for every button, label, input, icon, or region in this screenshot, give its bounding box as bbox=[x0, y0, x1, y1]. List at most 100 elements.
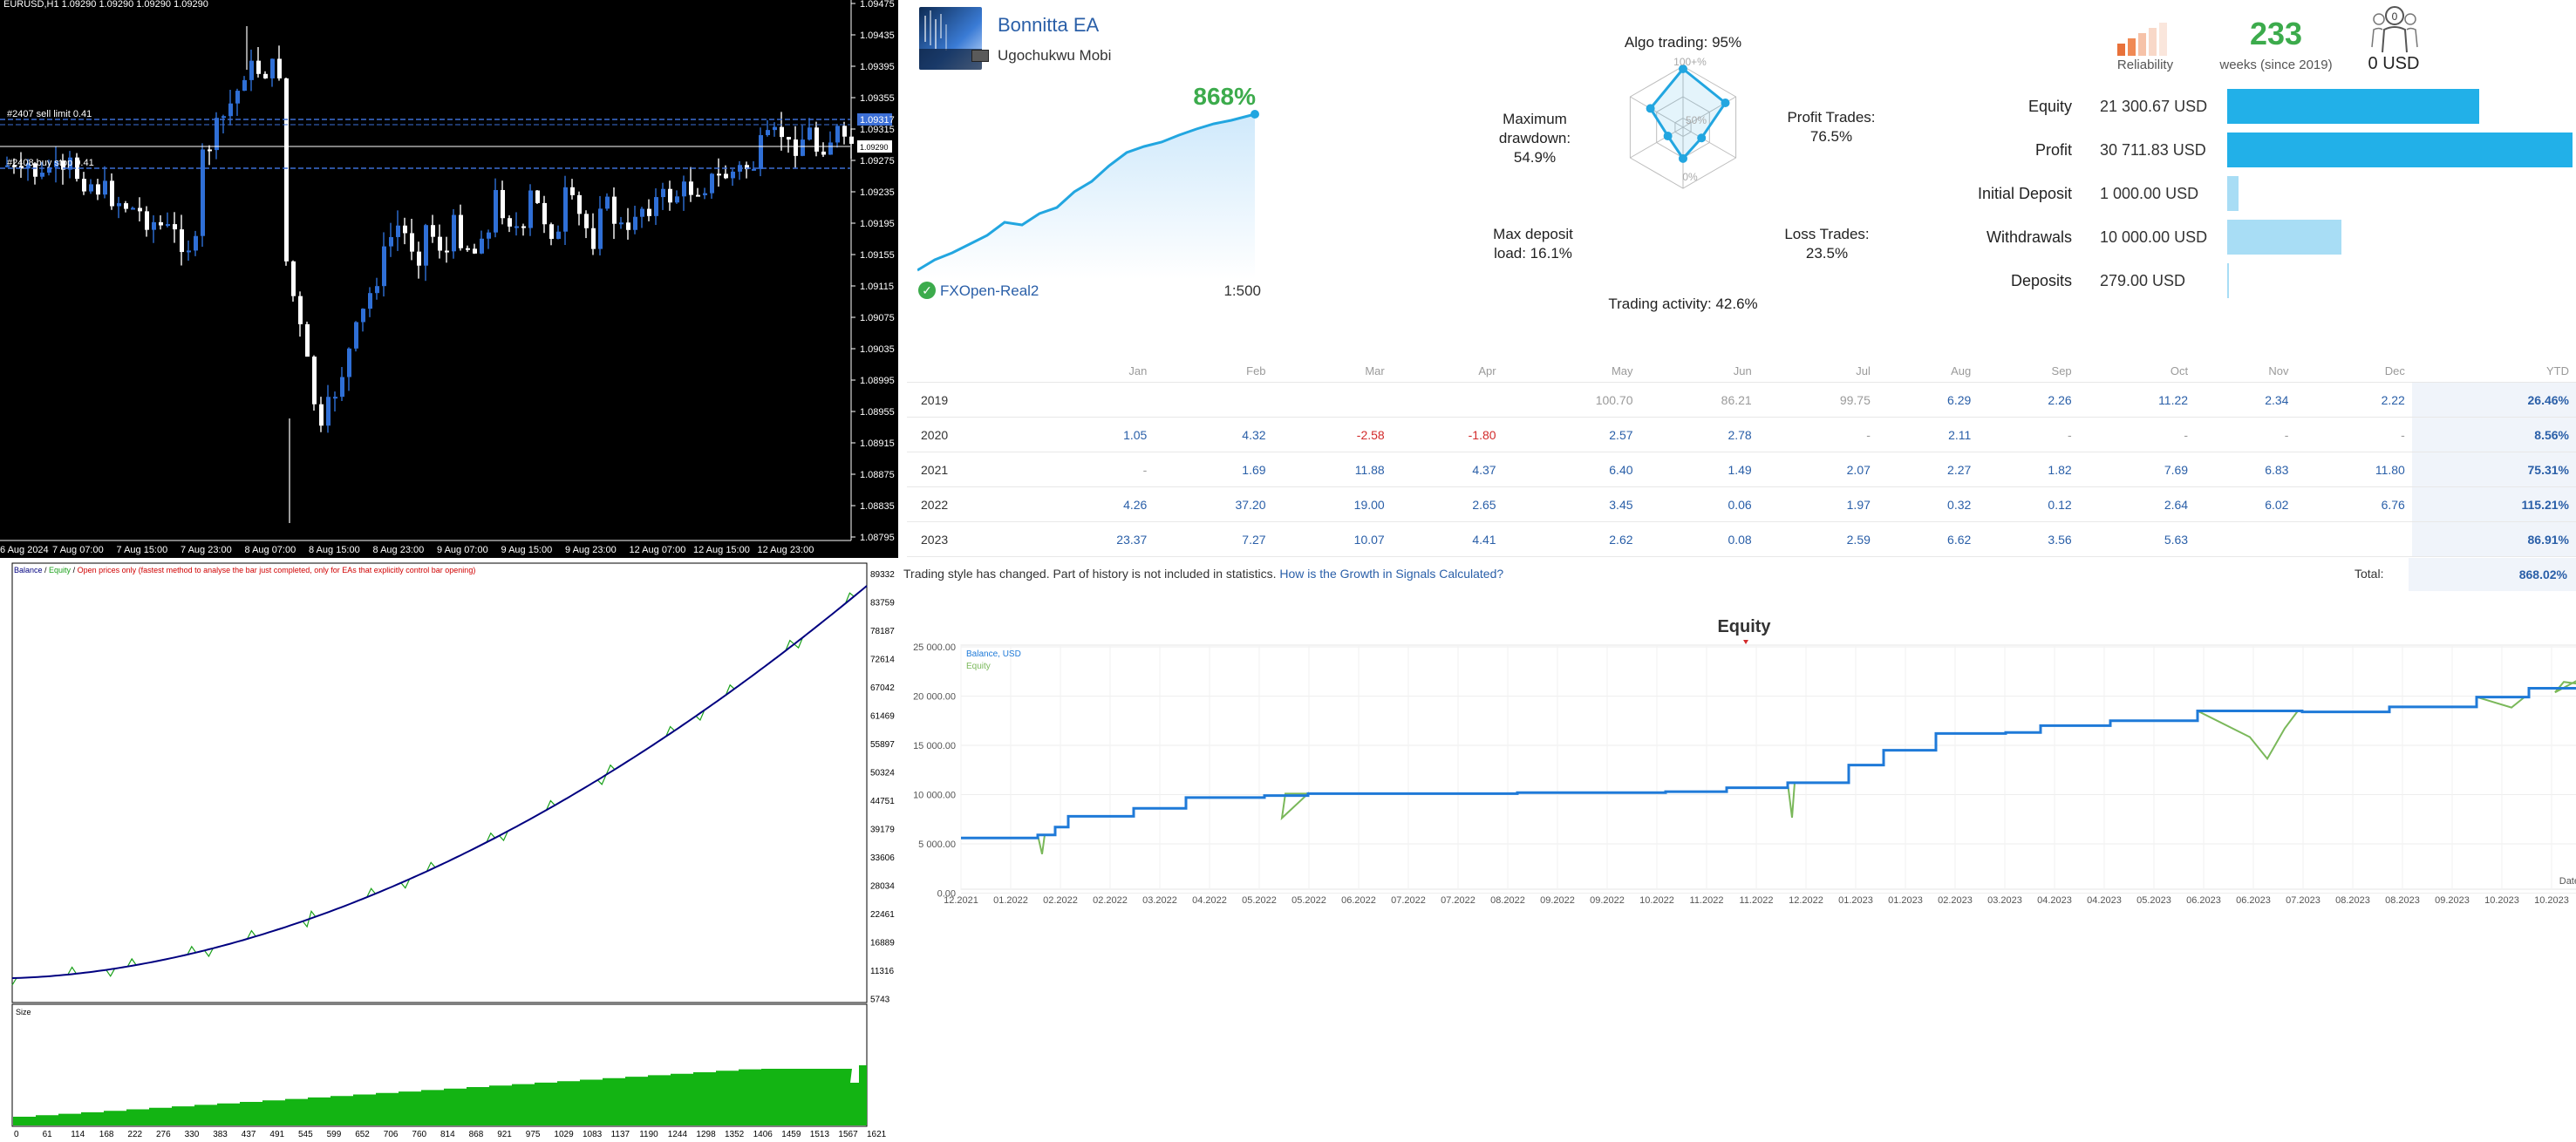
tester-graph[interactable]: Balance / Equity / Open prices only (fas… bbox=[0, 560, 898, 1139]
candle bbox=[410, 233, 414, 252]
equity-x-tick: 04.2023 bbox=[2087, 895, 2122, 906]
candle bbox=[131, 207, 135, 210]
x-tick: 652 bbox=[355, 1130, 370, 1138]
price-chart[interactable]: EURUSD,H1 1.09290 1.09290 1.09290 1.0929… bbox=[0, 0, 898, 558]
month-cell: 6.76 bbox=[2295, 486, 2412, 522]
equity-y-tick: 15 000.00 bbox=[913, 741, 956, 751]
candle bbox=[710, 173, 714, 194]
candle bbox=[417, 251, 421, 266]
candle bbox=[473, 248, 477, 254]
equity-x-tick: 10.2022 bbox=[1639, 895, 1674, 906]
column-header: May bbox=[1503, 359, 1640, 383]
month-cell: 1.82 bbox=[1978, 452, 2079, 487]
candle bbox=[501, 189, 505, 219]
time-tick: 12 Aug 23:00 bbox=[758, 545, 814, 555]
x-tick: 1352 bbox=[725, 1130, 745, 1138]
equity-x-tick: 09.2023 bbox=[2435, 895, 2470, 906]
table-row: 2020 1.05 4.32 -2.58 -1.80 2.57 2.78-2.11- - - -8… bbox=[907, 417, 2576, 452]
sparkline-line bbox=[917, 112, 1256, 272]
candle bbox=[173, 224, 177, 230]
candle bbox=[382, 246, 386, 287]
x-tick: 868 bbox=[469, 1130, 484, 1138]
candle bbox=[577, 194, 582, 214]
candle bbox=[221, 116, 226, 119]
stat-value: 10 000.00 USD bbox=[2100, 228, 2208, 246]
growth-calc-link[interactable]: How is the Growth in Signals Calculated? bbox=[1279, 567, 1504, 581]
month-cell: - bbox=[2295, 417, 2412, 452]
equity-chart[interactable]: 25 000.00 20 000.00 15 000.00 10 000.00 5 00… bbox=[907, 636, 2576, 907]
table-header-row: Jan Feb Mar Apr May Jun Jul Aug Sep Oct Nov Dec YTD bbox=[907, 359, 2576, 383]
candle bbox=[661, 188, 665, 198]
author-name[interactable]: Ugochukwu Mobi bbox=[998, 47, 1112, 64]
price-chart-canvas[interactable]: EURUSD,H1 1.09290 1.09290 1.09290 1.0929… bbox=[0, 0, 898, 558]
candle bbox=[166, 224, 170, 227]
candle bbox=[452, 214, 456, 252]
broker-server[interactable]: FXOpen-Real2 bbox=[940, 282, 1039, 299]
column-header: Jan bbox=[1035, 359, 1155, 383]
candle bbox=[780, 126, 784, 138]
equity-y-tick: 20 000.00 bbox=[913, 692, 956, 703]
equity-x-tick: 08.2023 bbox=[2335, 895, 2370, 906]
candle bbox=[438, 236, 442, 251]
column-header bbox=[907, 359, 1036, 383]
history-note: Trading style has changed. Part of histo… bbox=[903, 567, 1504, 581]
month-cell: 6.83 bbox=[2195, 452, 2296, 487]
candle bbox=[626, 222, 630, 230]
candle bbox=[145, 211, 149, 230]
candle bbox=[249, 60, 254, 80]
x-tick: 599 bbox=[327, 1130, 342, 1138]
equity-x-tick: 07.2022 bbox=[1391, 895, 1426, 906]
x-tick: 1406 bbox=[753, 1130, 773, 1138]
chart-header: EURUSD,H1 1.09290 1.09290 1.09290 1.0929… bbox=[3, 0, 208, 10]
candle bbox=[794, 139, 798, 156]
column-header: YTD bbox=[2411, 359, 2576, 383]
candle bbox=[787, 137, 791, 140]
month-cell: 1.69 bbox=[1154, 452, 1273, 487]
year-cell: 2019 bbox=[907, 382, 1036, 418]
time-tick: 9 Aug 07:00 bbox=[437, 545, 488, 555]
candle bbox=[340, 377, 344, 398]
signal-name[interactable]: Bonnitta EA bbox=[998, 14, 1100, 36]
y-tick: 39179 bbox=[870, 826, 895, 835]
month-cell: 0.06 bbox=[1639, 486, 1759, 522]
equity-grid: 25 000.00 20 000.00 15 000.00 10 000.00 5 00… bbox=[913, 642, 2576, 906]
candle bbox=[605, 196, 610, 209]
sell-limit-label: #2407 sell limit 0.41 bbox=[7, 109, 92, 119]
candle bbox=[5, 165, 10, 167]
equity-x-tick: 05.2022 bbox=[1291, 895, 1326, 906]
equity-x-tick: 11.2022 bbox=[1740, 895, 1774, 906]
marker-icon bbox=[1743, 640, 1748, 644]
candle bbox=[542, 202, 547, 225]
size-histogram bbox=[13, 1065, 867, 1125]
table-row: 2019 100.70 86.21 99.75 6.29 2.26 11.22 2.34 2.2… bbox=[907, 382, 2576, 418]
legend-equity-line: Equity bbox=[966, 662, 991, 671]
equity-x-tick: 08.2023 bbox=[2385, 895, 2420, 906]
candle bbox=[208, 149, 212, 152]
time-tick: 8 Aug 07:00 bbox=[245, 545, 296, 555]
candle bbox=[103, 180, 107, 195]
ytd-cell: 115.21% bbox=[2411, 486, 2576, 522]
candle bbox=[187, 250, 191, 253]
stat-label: Profit bbox=[2034, 141, 2072, 159]
legend-mode: Open prices only (fastest method to anal… bbox=[78, 566, 476, 574]
legend-balance-usd: Balance, USD bbox=[966, 649, 1021, 659]
x-tick: 1513 bbox=[810, 1130, 830, 1138]
radar-trading-activity: Trading activity: 42.6% bbox=[1608, 296, 1758, 312]
weeks-count: 233 bbox=[2249, 16, 2303, 51]
month-cell: - bbox=[1978, 417, 2079, 452]
stat-label: Initial Deposit bbox=[1977, 185, 2072, 202]
time-tick: 8 Aug 15:00 bbox=[309, 545, 360, 555]
candle bbox=[612, 196, 617, 224]
candle bbox=[284, 78, 289, 262]
month-cell: 2.57 bbox=[1503, 417, 1640, 452]
candle bbox=[180, 229, 184, 253]
equity-x-tick: 02.2022 bbox=[1093, 895, 1128, 906]
candle bbox=[242, 79, 247, 92]
stat-label: Deposits bbox=[2010, 272, 2072, 289]
x-tick: 330 bbox=[185, 1130, 200, 1138]
month-cell: 2.62 bbox=[1503, 521, 1640, 557]
x-tick: 1567 bbox=[838, 1130, 858, 1138]
equity-x-tick: 06.2022 bbox=[1341, 895, 1376, 906]
column-header: Mar bbox=[1272, 359, 1392, 383]
month-cell: 3.56 bbox=[1978, 521, 2079, 557]
